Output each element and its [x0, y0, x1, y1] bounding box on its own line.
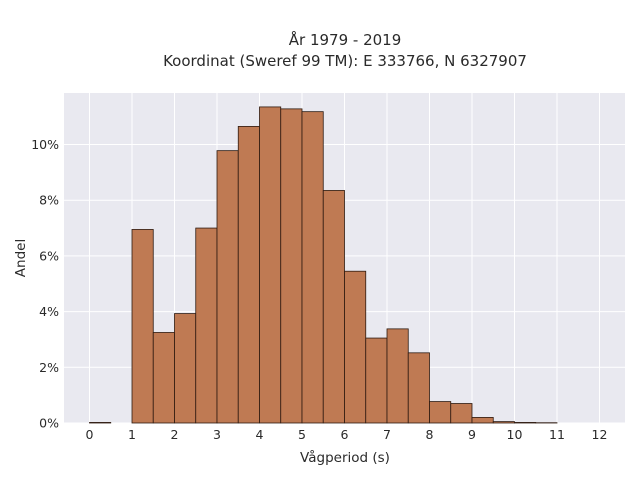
histogram-bar — [175, 314, 196, 423]
histogram-bar — [345, 271, 366, 423]
x-tick-label: 3 — [213, 427, 221, 442]
x-tick-label: 4 — [256, 427, 264, 442]
histogram-bar — [408, 353, 429, 423]
histogram-bar — [281, 109, 302, 423]
histogram-bar — [493, 422, 514, 423]
y-tick-label: 2% — [39, 360, 59, 375]
histogram-bar — [387, 329, 408, 423]
histogram-bar — [515, 422, 536, 423]
x-tick-label: 8 — [426, 427, 434, 442]
y-tick-labels: 0% 2% 4% 6% 8% 10% — [31, 137, 59, 430]
x-tick-label: 0 — [86, 427, 94, 442]
histogram-bar — [238, 126, 259, 423]
histogram-bar — [260, 107, 281, 423]
y-tick-label: 8% — [39, 193, 59, 208]
y-tick-label: 6% — [39, 248, 59, 263]
histogram-bar — [302, 112, 323, 423]
histogram-bar — [430, 402, 451, 423]
y-tick-label: 4% — [39, 304, 59, 319]
x-tick-label: 6 — [341, 427, 349, 442]
x-tick-label: 7 — [383, 427, 391, 442]
histogram-bar — [217, 151, 238, 423]
histogram-bar — [366, 338, 387, 423]
y-tick-label: 0% — [39, 416, 59, 431]
x-tick-label: 10 — [507, 427, 523, 442]
histogram-bar — [153, 332, 174, 423]
x-tick-label: 1 — [128, 427, 136, 442]
histogram-bar — [196, 228, 217, 423]
x-tick-label: 12 — [592, 427, 608, 442]
histogram-bar — [472, 417, 493, 423]
histogram-bar — [451, 404, 472, 423]
x-tick-label: 11 — [549, 427, 565, 442]
x-axis-label: Vågperiod (s) — [300, 449, 390, 466]
chart-title-line-1: År 1979 - 2019 — [289, 30, 402, 49]
x-tick-label: 2 — [171, 427, 179, 442]
x-tick-label: 9 — [468, 427, 476, 442]
y-tick-label: 10% — [31, 137, 59, 152]
y-axis-label: Andel — [13, 239, 29, 277]
histogram-bar — [132, 229, 153, 423]
histogram-bar — [90, 422, 111, 423]
x-tick-label: 5 — [298, 427, 306, 442]
histogram-bar — [323, 190, 344, 423]
chart-title-line-2: Koordinat (Sweref 99 TM): E 333766, N 63… — [163, 52, 527, 70]
